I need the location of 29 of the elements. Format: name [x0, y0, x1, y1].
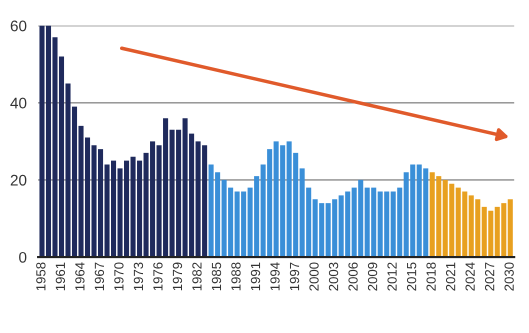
x-tick-label: 1991	[250, 262, 260, 290]
y-tick-label: 40	[10, 98, 26, 108]
x-tick-label: 2030	[504, 262, 514, 291]
x-tick-label: 2003	[328, 262, 338, 291]
x-tick-label: 2000	[309, 262, 319, 291]
x-tick-label: 1961	[56, 262, 66, 290]
x-tick-label: 2006	[348, 262, 358, 291]
y-tick-label: 20	[10, 174, 26, 186]
x-tick-label: 2021	[446, 262, 456, 291]
x-tick-label: 1979	[172, 262, 182, 290]
x-tick-label: 1982	[192, 262, 202, 290]
x-tick-label: 2012	[387, 262, 397, 291]
x-tick-label: 1976	[153, 262, 163, 290]
x-tick-label: 1964	[75, 262, 85, 290]
x-tick-label: 2018	[426, 262, 436, 291]
y-tick-label: 60	[10, 20, 26, 32]
x-tick-label: 2015	[406, 262, 416, 291]
x-tick-label: 1985	[212, 262, 222, 290]
x-tick-label: 1970	[114, 262, 124, 290]
y-tick-label: 0	[19, 252, 26, 263]
x-tick-label: 1988	[231, 262, 241, 290]
x-tick-label: 2027	[484, 262, 494, 291]
x-tick-label: 2024	[465, 262, 475, 291]
x-tick-label: 1994	[270, 262, 280, 290]
x-tick-label: 1958	[36, 262, 46, 290]
x-tick-label: 1973	[134, 262, 144, 290]
x-tick-label: 2009	[368, 262, 378, 291]
x-tick-label: 1997	[290, 262, 300, 290]
x-tick-label: 1967	[94, 262, 104, 290]
